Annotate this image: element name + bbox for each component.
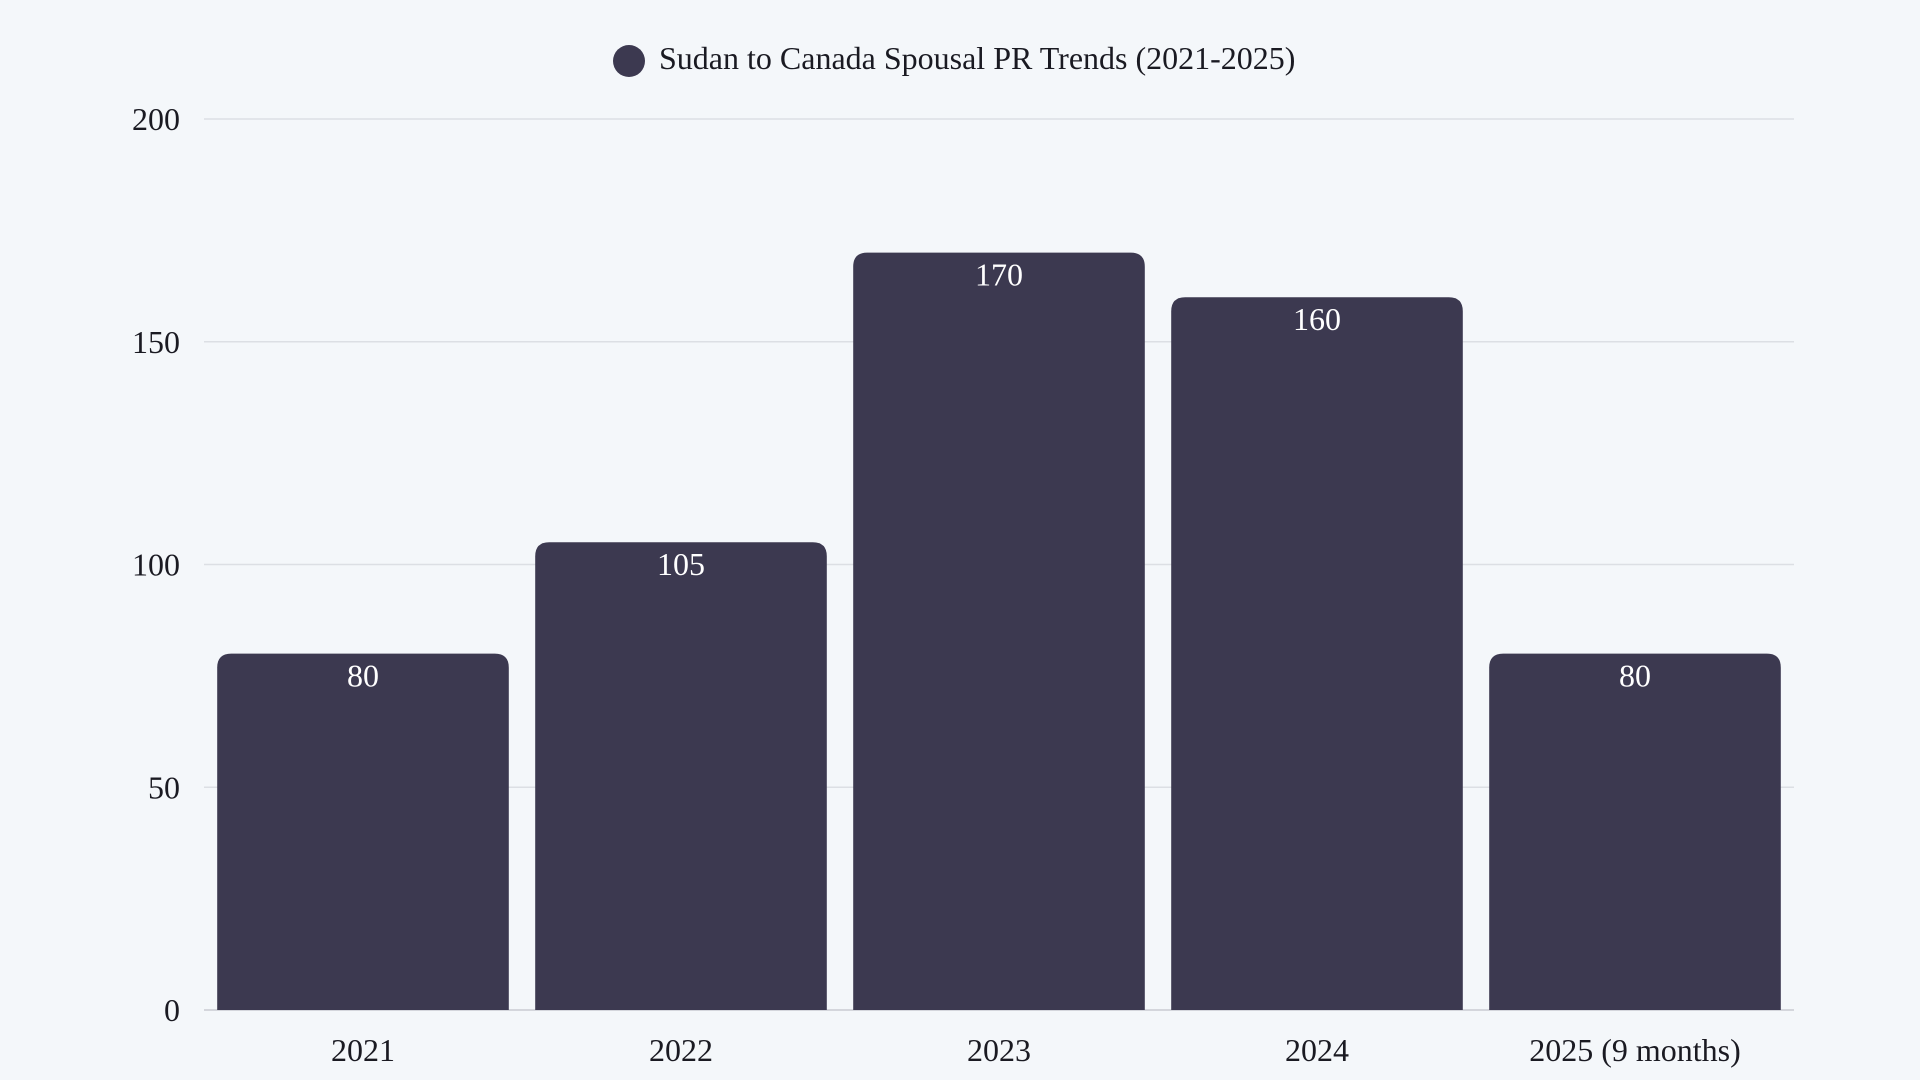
x-tick-label: 2023	[967, 1032, 1031, 1068]
data-label: 170	[975, 257, 1023, 293]
bars: 80 105 170 160 80	[217, 252, 1781, 1010]
y-tick-label: 150	[132, 324, 180, 360]
data-label: 80	[1619, 658, 1651, 694]
legend: Sudan to Canada Spousal PR Trends (2021-…	[613, 40, 1295, 77]
data-label: 105	[657, 546, 705, 582]
legend-marker	[613, 45, 645, 77]
y-tick-label: 200	[132, 101, 180, 137]
bar	[535, 542, 827, 1010]
bar	[1489, 653, 1781, 1010]
y-axis: 0 50 100 150 200	[132, 101, 180, 1028]
data-label: 80	[347, 658, 379, 694]
bar	[1171, 297, 1463, 1010]
x-tick-label: 2024	[1285, 1032, 1349, 1068]
bar	[853, 252, 1145, 1010]
y-tick-label: 50	[148, 769, 180, 805]
bar	[217, 653, 509, 1010]
y-tick-label: 100	[132, 547, 180, 583]
data-label: 160	[1293, 301, 1341, 337]
x-tick-label: 2022	[649, 1032, 713, 1068]
x-tick-label: 2025 (9 months)	[1529, 1032, 1741, 1068]
x-tick-label: 2021	[331, 1032, 395, 1068]
legend-label: Sudan to Canada Spousal PR Trends (2021-…	[659, 40, 1295, 76]
x-axis: 2021 2022 2023 2024 2025 (9 months)	[331, 1032, 1741, 1068]
y-tick-label: 0	[164, 992, 180, 1028]
